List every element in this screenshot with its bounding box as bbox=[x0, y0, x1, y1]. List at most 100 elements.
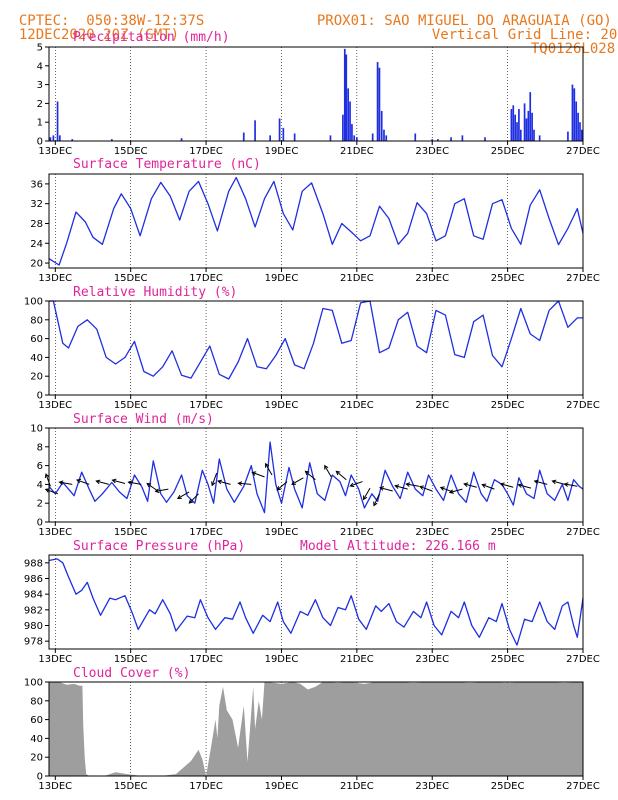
x-tick-label: 13DEC bbox=[38, 781, 72, 792]
panel-1: 0 1 2 3 4 5 13DEC 15DEC 17DEC 19DEC 21DEC 23DEC 25DE… bbox=[37, 30, 600, 157]
x-tick-label: 21DEC bbox=[340, 527, 374, 538]
panel-frame bbox=[48, 46, 584, 142]
wind-arrow bbox=[44, 488, 59, 495]
precip-bar bbox=[345, 54, 348, 141]
panel-2: 20 24 28 32 36 13DEC 15DEC 17DEC 19DEC 21DEC 23DEC… bbox=[30, 157, 600, 284]
precip-bar bbox=[378, 67, 381, 141]
panel-5: 978 980 982 984 986 988 13DEC 15DEC 17DEC 19DEC 21… bbox=[24, 539, 600, 665]
precip-bar bbox=[293, 133, 296, 141]
wind-arrow bbox=[419, 485, 433, 492]
wind-arrow-shaft bbox=[217, 480, 231, 485]
wind-arrow-head bbox=[373, 501, 378, 507]
x-tick-label: 23DEC bbox=[415, 527, 449, 538]
wind-arrow-shaft bbox=[252, 471, 265, 478]
y-tick-label: 32 bbox=[30, 199, 43, 210]
header-station-line: CPTEC: 050:38W-12:37S bbox=[2, 0, 204, 29]
wind-arrow-shaft bbox=[518, 484, 532, 489]
wind-arrow-shaft bbox=[482, 484, 495, 490]
y-tick-label: 2 bbox=[37, 499, 43, 510]
wind-arrow-shaft bbox=[395, 485, 408, 490]
y-tick-label: 986 bbox=[24, 574, 43, 585]
wind-arrow-shaft bbox=[96, 480, 109, 485]
y-tick-label: 978 bbox=[24, 637, 43, 648]
y-tick-label: 36 bbox=[30, 179, 43, 190]
wind-arrow-shaft bbox=[265, 463, 273, 476]
wind-arrow-shaft bbox=[188, 493, 199, 504]
wind-arrow-head bbox=[379, 486, 385, 491]
x-tick-label: 21DEC bbox=[340, 654, 374, 665]
wind-arrow-head bbox=[146, 482, 152, 488]
series-line bbox=[48, 558, 584, 646]
wind-arrow bbox=[324, 464, 332, 478]
precip-bar bbox=[437, 139, 439, 141]
wind-arrow-shaft bbox=[305, 470, 316, 481]
wind-arrow-head bbox=[44, 473, 50, 479]
header-grid-line-text: Vertical Grid Line: 20Z bbox=[431, 27, 618, 43]
precip-bar bbox=[518, 109, 520, 141]
wind-arrow-head bbox=[211, 481, 216, 487]
header-station-name: PROX01: SAO MIGUEL DO ARAGUAIA (GO) bbox=[316, 13, 612, 29]
panel-title: Cloud Cover (%) bbox=[73, 666, 190, 681]
wind-arrow bbox=[76, 478, 90, 485]
wind-arrow-head bbox=[95, 479, 101, 485]
x-tick-label: 15DEC bbox=[114, 781, 148, 792]
wind-arrow-shaft bbox=[146, 483, 159, 492]
x-tick-label: 19DEC bbox=[265, 654, 299, 665]
precip-bar bbox=[254, 120, 256, 141]
precip-bar bbox=[529, 92, 532, 141]
y-tick-label: 80 bbox=[30, 315, 43, 326]
y-tick-label: 0 bbox=[37, 137, 43, 148]
precip-bar bbox=[353, 135, 356, 141]
header-location: PROX01: SAO MIGUEL DO ARAGUAIA (GO) bbox=[300, 0, 612, 29]
panel-6: 0 20 40 60 80 100 13DEC 15DEC 17DEC 19DEC 21DEC 23D… bbox=[24, 666, 600, 792]
wind-arrow bbox=[251, 471, 265, 478]
precip-bar bbox=[567, 131, 569, 141]
wind-arrow-shaft bbox=[363, 487, 371, 500]
precip-bar bbox=[571, 84, 574, 141]
x-tick-label: 15DEC bbox=[114, 273, 148, 284]
x-tick-label: 17DEC bbox=[189, 400, 223, 411]
precip-bar bbox=[180, 138, 183, 141]
panel-frame bbox=[48, 681, 584, 777]
wind-arrow-head bbox=[111, 478, 117, 484]
x-tick-label: 25DEC bbox=[491, 527, 525, 538]
precip-bar bbox=[383, 129, 385, 141]
panel-frame bbox=[48, 173, 584, 269]
x-tick-label: 17DEC bbox=[189, 654, 223, 665]
precip-bar bbox=[56, 101, 59, 141]
precip-bar bbox=[525, 118, 528, 141]
wind-arrow-shaft bbox=[449, 488, 463, 493]
wind-arrow-shaft bbox=[211, 472, 218, 486]
x-tick-label: 17DEC bbox=[189, 527, 223, 538]
x-tick-label: 15DEC bbox=[114, 527, 148, 538]
wind-arrow-shaft bbox=[373, 493, 380, 506]
precip-bar bbox=[371, 133, 374, 141]
x-tick-label: 23DEC bbox=[415, 400, 449, 411]
wind-arrow bbox=[499, 482, 514, 488]
wind-arrow-head bbox=[419, 485, 425, 490]
x-tick-label: 27DEC bbox=[566, 527, 600, 538]
precip-bar bbox=[431, 139, 434, 141]
precip-bar bbox=[282, 127, 285, 141]
x-tick-label: 21DEC bbox=[340, 273, 374, 284]
x-tick-label: 27DEC bbox=[566, 400, 600, 411]
y-tick-label: 2 bbox=[37, 99, 43, 110]
precip-bar bbox=[278, 118, 281, 141]
header-model-id: TQ0126L028 bbox=[514, 27, 615, 57]
y-tick-label: 20 bbox=[30, 259, 43, 270]
wind-arrow-head bbox=[533, 479, 539, 485]
y-tick-label: 982 bbox=[24, 605, 43, 616]
wind-arrow bbox=[211, 472, 218, 487]
panel-title: Surface Temperature (nC) bbox=[73, 157, 261, 172]
wind-arrow-head bbox=[551, 479, 557, 485]
wind-arrow bbox=[291, 477, 304, 485]
x-tick-label: 21DEC bbox=[340, 146, 374, 157]
y-tick-label: 0 bbox=[37, 391, 43, 402]
y-tick-label: 100 bbox=[24, 297, 43, 308]
x-tick-label: 23DEC bbox=[415, 146, 449, 157]
wind-arrow-shaft bbox=[128, 481, 142, 485]
wind-arrow-shaft bbox=[336, 470, 347, 481]
wind-arrow bbox=[304, 470, 316, 481]
y-tick-label: 984 bbox=[24, 590, 43, 601]
wind-arrow bbox=[335, 470, 347, 481]
